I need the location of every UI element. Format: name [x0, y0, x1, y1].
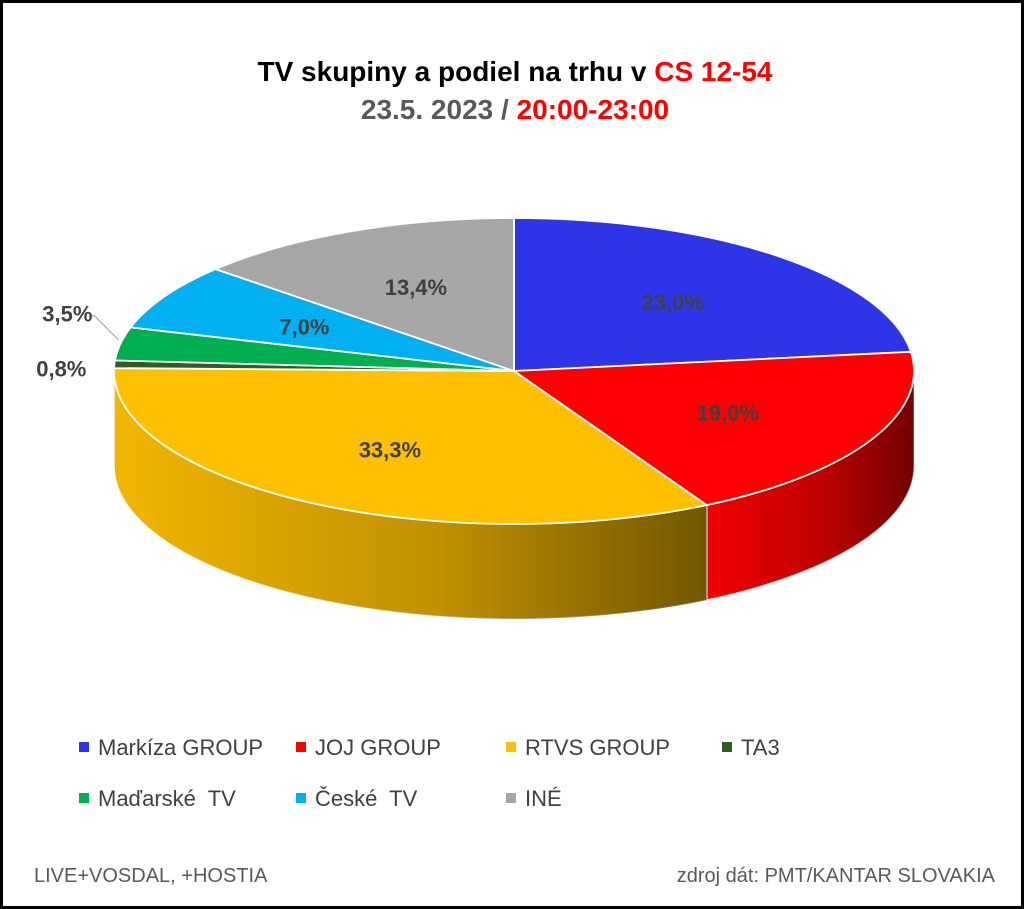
legend-label: TA3	[741, 735, 780, 760]
pie-slice-ceske-tv	[128, 268, 515, 372]
footer-right: zdroj dát: PMT/KANTAR SLOVAKIA	[676, 865, 995, 887]
pie-slice-ine	[213, 217, 515, 373]
legend-label: RTVS GROUP	[525, 735, 671, 760]
legend-item-rtvs-group: RTVS GROUP	[506, 735, 670, 761]
legend-label: JOJ GROUP	[315, 735, 441, 760]
legend-item-madarske-tv: Maďarské TV	[79, 786, 236, 812]
pie-label-markiza-group: 23,0%	[642, 290, 704, 315]
pie-label-joj-group: 19,0%	[697, 401, 759, 426]
pie-label-ceske-tv: 7,0%	[279, 314, 329, 339]
legend-item-ine: INÉ	[506, 786, 562, 812]
legend-swatch	[79, 742, 89, 753]
legend-label: Markíza GROUP	[98, 735, 264, 760]
legend-item-ta3: TA3	[722, 735, 780, 761]
title-line2: 23.5. 2023 /	[360, 94, 517, 125]
legend-swatch	[506, 793, 516, 804]
legend-item-ceske-tv: České TV	[296, 786, 417, 812]
pie-slice-joj-group	[511, 350, 915, 507]
pie-labels: 23,0% 19,0% 33,3% 0,8% 3,5% 7,0% 13,4%	[36, 275, 759, 462]
pie-chart: 23,0% 19,0% 33,3% 0,8% 3,5% 7,0% 13,4%	[36, 217, 915, 620]
leader-line-madarske-tv	[90, 315, 119, 341]
pie-sides	[113, 370, 915, 620]
pie-tops	[113, 217, 915, 525]
legend-swatch	[79, 793, 89, 804]
legend-label: Maďarské TV	[98, 786, 236, 811]
title-line1-highlight: CS 12-54	[654, 56, 773, 87]
pie-label-ta3: 0,8%	[36, 356, 86, 381]
legend-swatch	[296, 742, 306, 753]
legend-item-joj-group: JOJ GROUP	[296, 735, 441, 761]
pie-label-rtvs-group: 33,3%	[359, 438, 421, 463]
legend-swatch	[296, 793, 306, 804]
legend-label: INÉ	[525, 786, 562, 811]
legend-label: České TV	[315, 786, 418, 811]
pie-slice-markiza-group	[513, 217, 913, 372]
title-line2-highlight: 20:00-23:00	[516, 94, 670, 125]
pie-slice-rtvs-group	[113, 367, 709, 525]
pie-label-madarske-tv: 3,5%	[42, 302, 92, 327]
legend-item-markiza-group: Markíza GROUP	[79, 735, 263, 761]
title-line1: TV skupiny a podiel na trhu v	[257, 56, 655, 87]
legend-swatch	[722, 742, 732, 753]
legend-swatch	[506, 742, 516, 753]
footer-left: LIVE+VOSDAL, +HOSTIA	[34, 865, 268, 887]
chart-title: TV skupiny a podiel na trhu v CS 12-54 2…	[3, 53, 1024, 129]
pie-label-ine: 13,4%	[385, 275, 447, 300]
